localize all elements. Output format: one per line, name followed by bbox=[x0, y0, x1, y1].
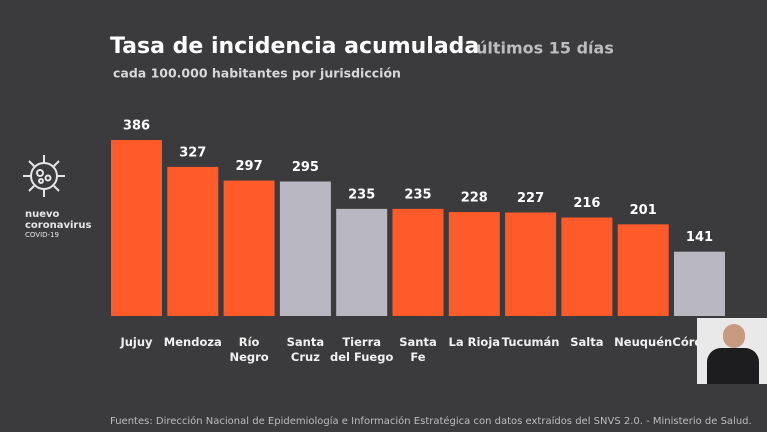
value-label: 327 bbox=[179, 145, 206, 160]
bar bbox=[674, 251, 725, 316]
bar bbox=[617, 224, 669, 316]
value-label: 201 bbox=[630, 203, 657, 218]
bar bbox=[167, 166, 219, 316]
bar bbox=[279, 181, 331, 316]
value-label: 228 bbox=[461, 191, 488, 206]
x-tick-label: Jujuy bbox=[120, 335, 153, 349]
bar bbox=[448, 212, 500, 316]
bar bbox=[505, 212, 557, 316]
x-tick-label: La Rioja bbox=[448, 335, 501, 349]
bar bbox=[336, 208, 388, 316]
interpreter-video bbox=[697, 318, 767, 384]
source-note: Fuentes: Dirección Nacional de Epidemiol… bbox=[110, 415, 752, 427]
bar bbox=[223, 180, 275, 316]
x-tick-label: Río Negro bbox=[229, 335, 269, 364]
value-label: 295 bbox=[292, 160, 319, 175]
x-tick-label: Neuquén bbox=[614, 335, 673, 349]
x-tick-label: Santa Fe bbox=[399, 335, 437, 364]
x-tick-label: Salta bbox=[570, 335, 604, 349]
value-label: 141 bbox=[686, 230, 713, 245]
value-label: 216 bbox=[573, 196, 600, 211]
chart-title: Tasa de incidencia acumulada bbox=[110, 34, 479, 59]
bar bbox=[392, 208, 444, 316]
bar bbox=[561, 217, 613, 316]
value-label: 386 bbox=[123, 119, 150, 134]
x-tick-label: Mendoza bbox=[163, 335, 222, 349]
x-tick-label: Tierra del Fuego bbox=[329, 335, 394, 364]
value-label: 227 bbox=[517, 191, 544, 206]
chart-subtitle: cada 100.000 habitantes por jurisdicción bbox=[113, 66, 401, 81]
logo-text: coronavirus bbox=[25, 220, 91, 231]
value-label: 297 bbox=[236, 159, 263, 174]
logo-icon bbox=[23, 155, 65, 197]
bar bbox=[111, 140, 162, 316]
logo-text: COVID-19 bbox=[25, 231, 59, 239]
chart-title-suffix: últimos 15 días bbox=[476, 39, 614, 58]
x-tick-label: Tucumán bbox=[501, 335, 560, 349]
logo-text: nuevo bbox=[25, 209, 60, 220]
value-label: 235 bbox=[348, 187, 375, 202]
x-tick-label: Santa Cruz bbox=[286, 335, 325, 364]
value-label: 235 bbox=[404, 187, 431, 202]
